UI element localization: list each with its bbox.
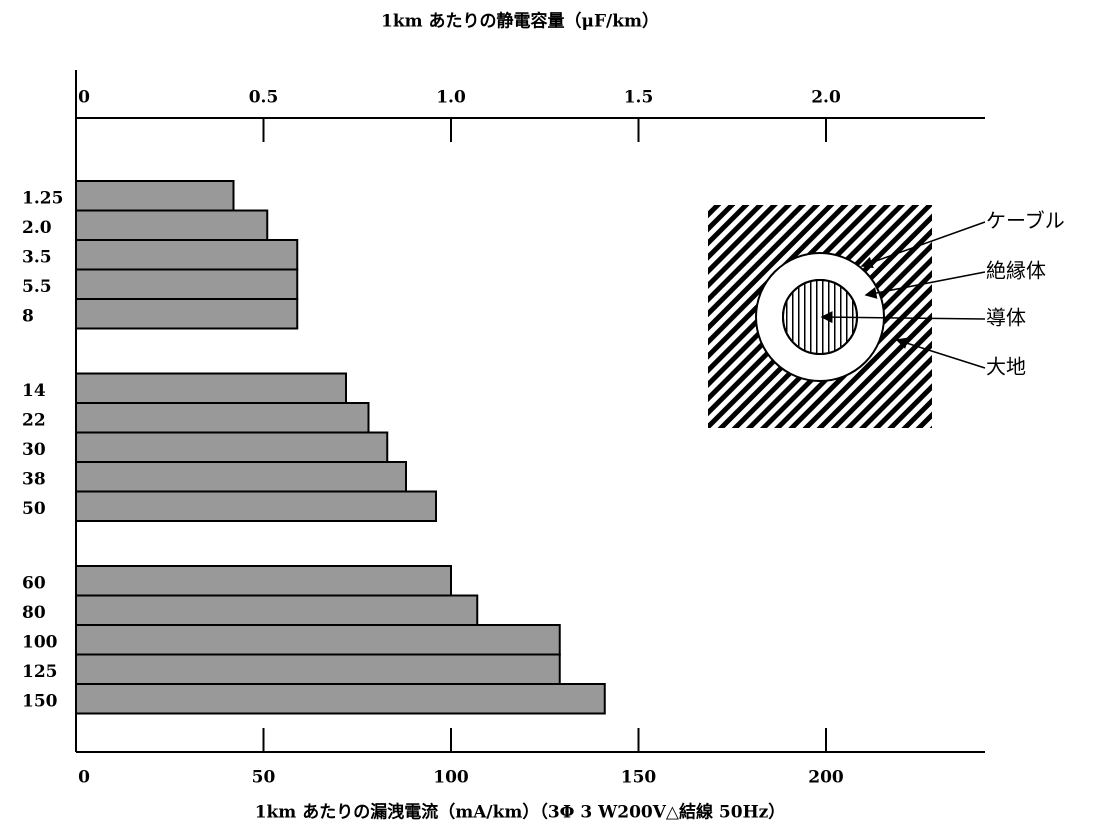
y-tick-label: 80 xyxy=(22,603,46,623)
bar xyxy=(76,566,451,596)
chart: 1km あたりの静電容量（μF/km） 1km あたりの漏洩電流（mA/km）（… xyxy=(0,0,1099,832)
annotation: 絶縁体 xyxy=(986,259,1046,283)
y-tick-label: 5.5 xyxy=(22,277,52,297)
bar xyxy=(76,684,605,714)
cable-diagram: ケーブル 絶縁体 導体 大地 xyxy=(708,205,1065,428)
bar xyxy=(76,492,436,522)
y-tick-label: 60 xyxy=(22,573,46,593)
annotation: 大地 xyxy=(986,355,1026,379)
tick-label: 1.0 xyxy=(436,88,466,108)
tick-label: 1.5 xyxy=(624,88,654,108)
tick-label: 0 xyxy=(78,88,90,108)
y-tick-label: 125 xyxy=(22,662,58,682)
bar xyxy=(76,299,297,329)
bar xyxy=(76,270,297,300)
y-tick-label: 22 xyxy=(22,410,46,430)
tick-label: 50 xyxy=(252,768,276,788)
y-tick-label: 1.25 xyxy=(22,188,63,208)
y-tick-label: 8 xyxy=(22,306,34,326)
annotation: ケーブル xyxy=(986,209,1065,233)
tick-label: 0 xyxy=(78,768,90,788)
bar xyxy=(76,211,267,241)
y-tick-label: 100 xyxy=(22,632,58,652)
tick-label: 150 xyxy=(621,768,657,788)
y-tick-label: 14 xyxy=(22,381,46,401)
y-tick-label: 2.0 xyxy=(22,218,52,238)
y-tick-label: 30 xyxy=(22,440,46,460)
y-tick-label: 38 xyxy=(22,469,46,489)
y-tick-label: 50 xyxy=(22,499,46,519)
annotation: 導体 xyxy=(986,306,1026,330)
tick-label: 2.0 xyxy=(811,88,841,108)
bar xyxy=(76,374,346,404)
chart-title: 1km あたりの静電容量（μF/km） xyxy=(381,11,659,32)
tick-label: 200 xyxy=(808,768,844,788)
bar xyxy=(76,403,369,433)
tick-label: 0.5 xyxy=(249,88,279,108)
bar xyxy=(76,181,234,211)
tick-label: 100 xyxy=(433,768,469,788)
bar xyxy=(76,655,560,685)
bar xyxy=(76,596,477,626)
bar xyxy=(76,625,560,655)
bar xyxy=(76,240,297,270)
y-tick-label: 3.5 xyxy=(22,247,52,267)
bar xyxy=(76,433,387,463)
x-axis-label: 1km あたりの漏洩電流（mA/km）（3Φ 3 W200V△結線 50Hz） xyxy=(255,802,786,823)
y-tick-label: 150 xyxy=(22,691,58,711)
bar xyxy=(76,462,406,492)
